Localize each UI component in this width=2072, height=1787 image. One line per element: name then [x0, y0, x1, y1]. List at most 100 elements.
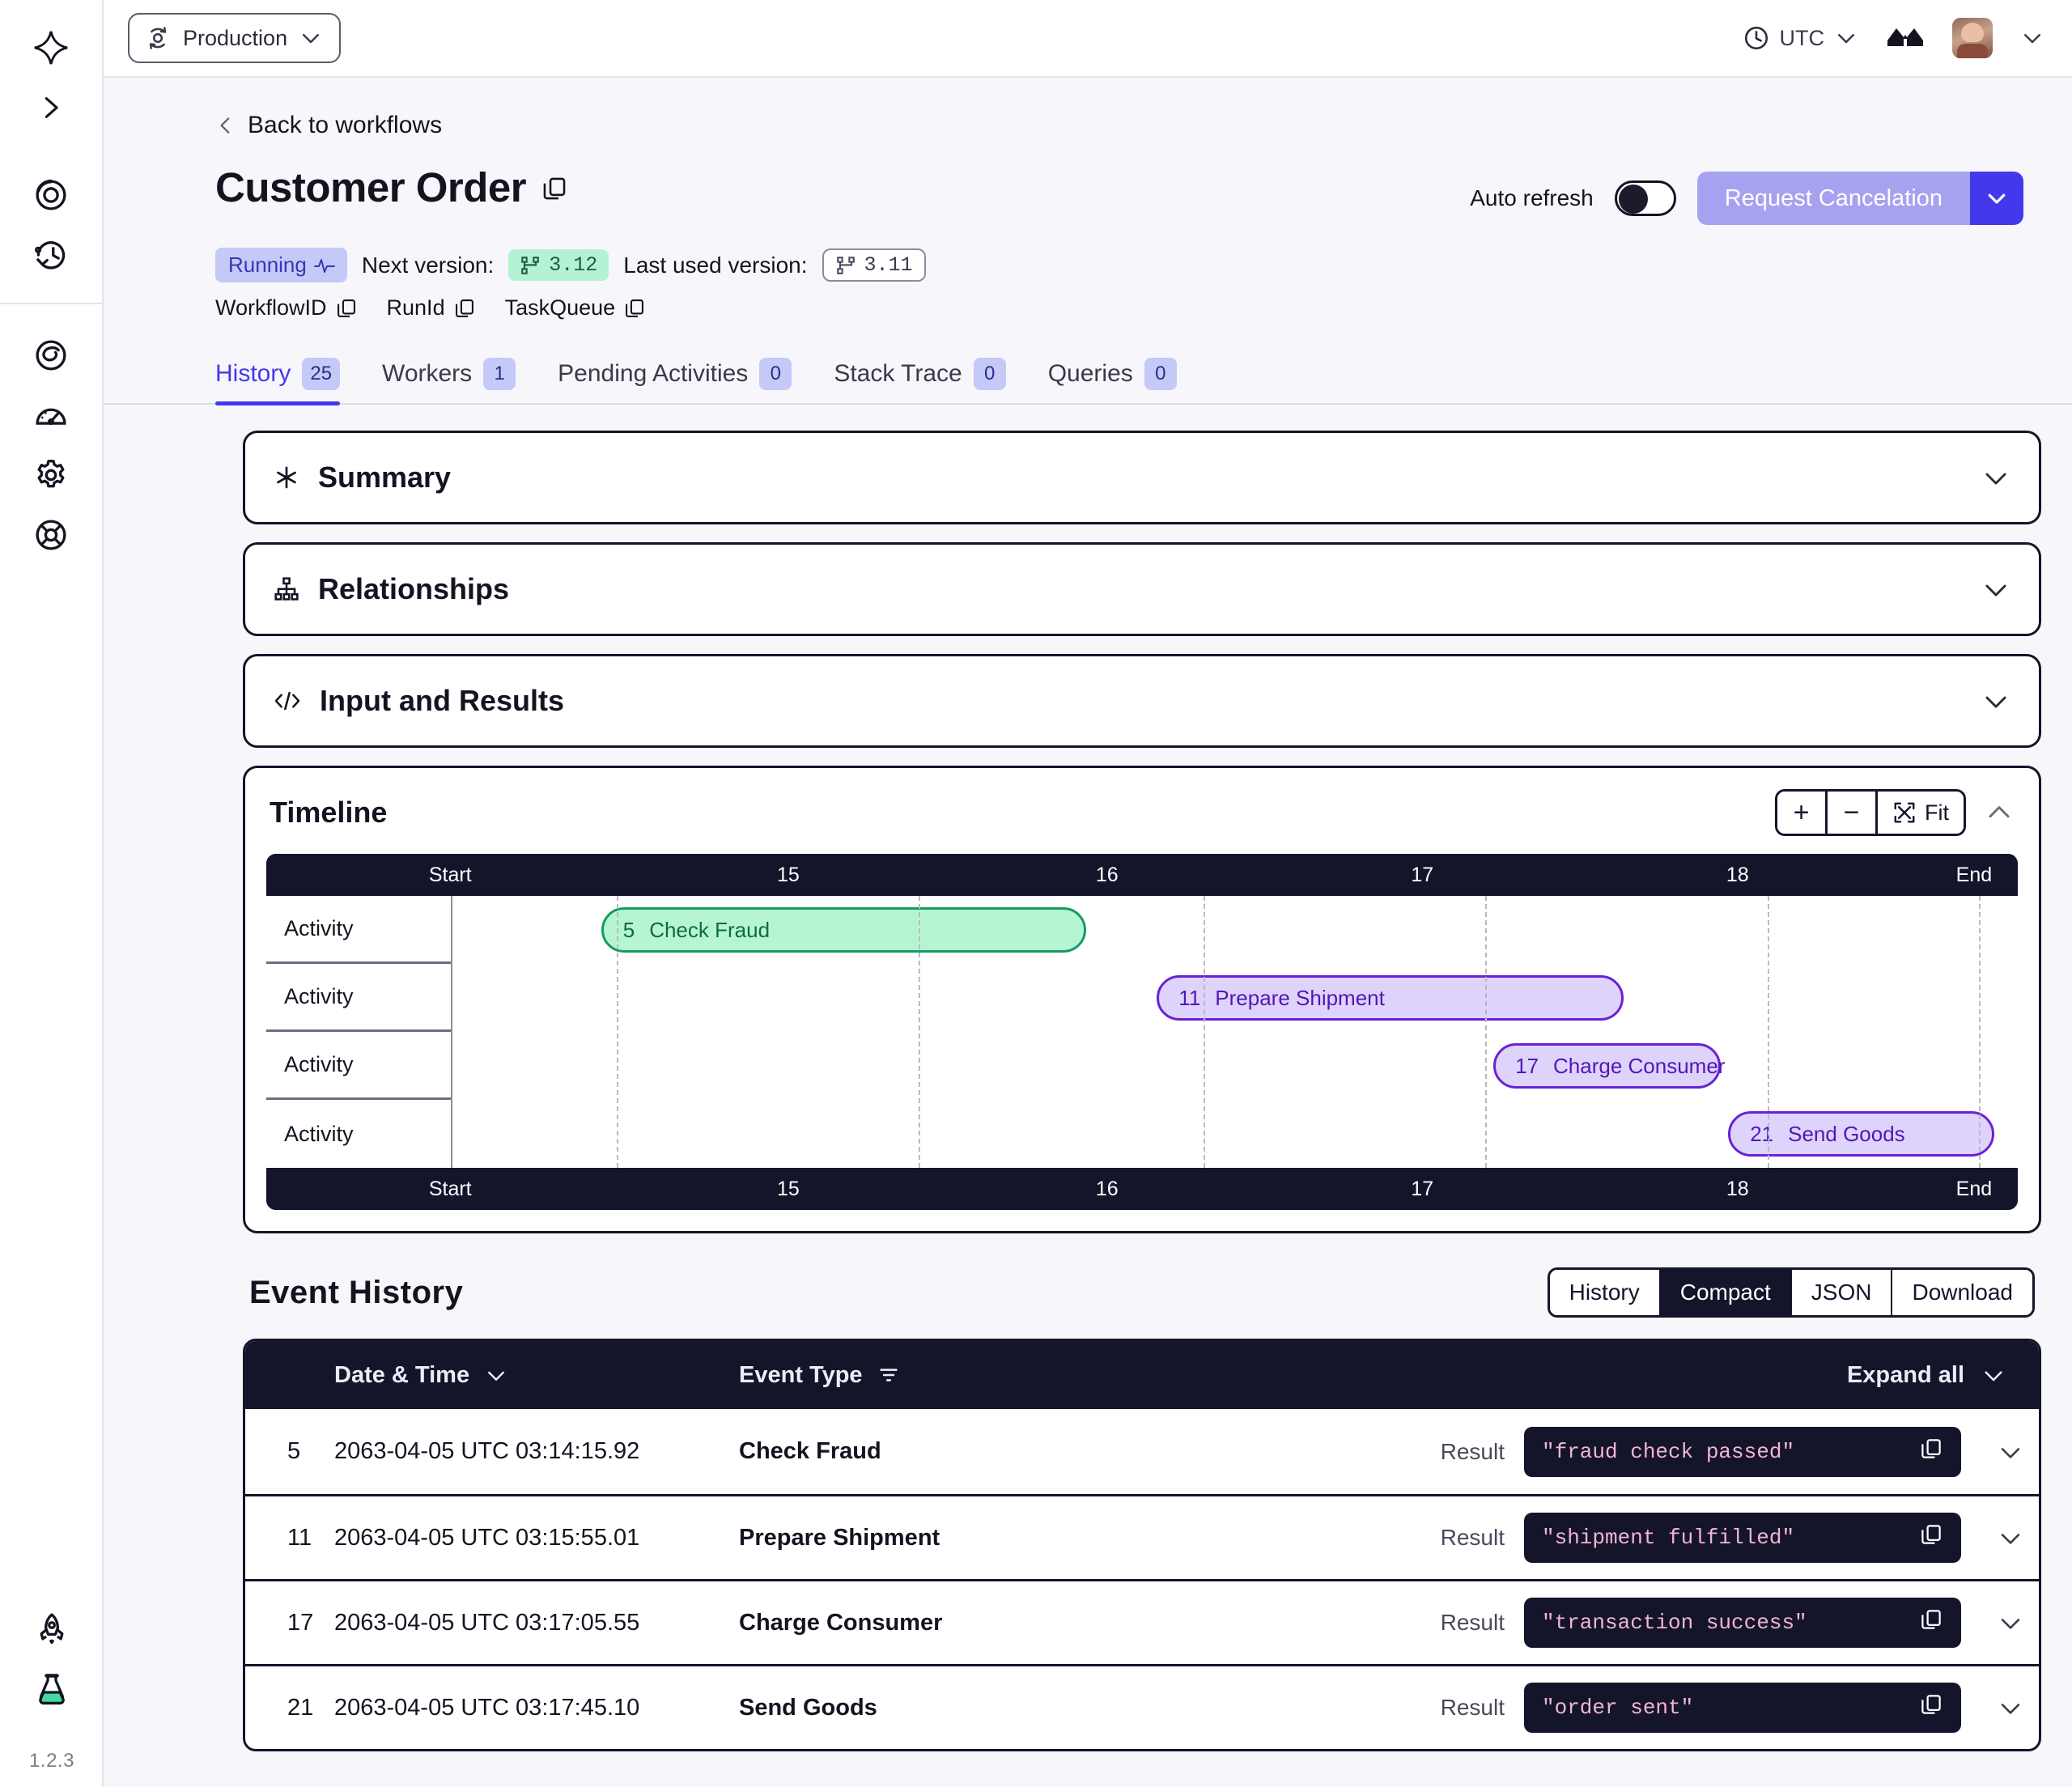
timeline-lane-labels: Activity Activity Activity Activity — [266, 896, 452, 1168]
code-icon — [273, 688, 302, 714]
breadcrumb[interactable]: Back to workflows — [104, 78, 2072, 139]
request-cancelation-dropdown-button[interactable] — [1970, 172, 2023, 225]
status-badge: Running — [215, 248, 347, 282]
expand-all-label: Expand all — [1846, 1361, 1964, 1388]
zoom-in-button[interactable]: + — [1777, 792, 1828, 834]
timeline-zoom-group: + − Fit — [1775, 789, 1966, 836]
panel-input-and-results-title: Input and Results — [273, 684, 564, 718]
branch-icon — [520, 255, 541, 276]
timeline-gridline — [1204, 896, 1206, 1168]
sidebar-item-support[interactable] — [21, 505, 81, 565]
top-bar-right: UTC — [1743, 18, 2045, 58]
tab-queries[interactable]: Queries 0 — [1048, 358, 1177, 403]
request-cancelation-button[interactable]: Request Cancelation — [1696, 172, 1970, 225]
copy-icon[interactable] — [1919, 1607, 1943, 1638]
timeline-bar-id: 17 — [1515, 1053, 1539, 1078]
table-row[interactable]: 21 2063-04-05 UTC 03:17:45.10 Send Goods Re… — [245, 1664, 2039, 1749]
chevron-right-icon[interactable] — [21, 78, 81, 138]
chevron-down-icon[interactable] — [2020, 26, 2044, 50]
workflow-ids-row: WorkflowID RunId T — [104, 282, 2072, 320]
sidebar-item-whats-new[interactable] — [22, 1599, 82, 1659]
tab-pending-activities[interactable]: Pending Activities 0 — [558, 358, 792, 403]
chevron-down-icon[interactable] — [1982, 1694, 2039, 1721]
panel-summary[interactable]: Summary — [243, 431, 2041, 524]
copy-icon[interactable] — [541, 175, 568, 202]
tab-workers[interactable]: Workers 1 — [382, 358, 516, 403]
sidebar-item-recent-workflows[interactable] — [21, 165, 81, 225]
panel-input-and-results[interactable]: Input and Results — [243, 654, 2041, 748]
timeline-grid: Activity Activity Activity Activity 5 Check … — [266, 896, 2018, 1168]
zoom-fit-button[interactable]: Fit — [1878, 792, 1964, 834]
run-id-copy[interactable]: RunId — [387, 295, 476, 320]
next-version-value: 3.12 — [549, 253, 598, 277]
timezone-selector[interactable]: UTC — [1743, 24, 1859, 52]
copy-icon — [453, 297, 476, 320]
back-to-workflows-label: Back to workflows — [248, 112, 443, 138]
view-mode-json[interactable]: JSON — [1791, 1270, 1893, 1315]
copy-icon[interactable] — [1919, 1692, 1943, 1723]
table-row[interactable]: 17 2063-04-05 UTC 03:17:05.55 Charge Consu… — [245, 1579, 2039, 1664]
chevron-down-icon[interactable] — [1982, 1524, 2039, 1551]
download-button[interactable]: Download — [1892, 1270, 2032, 1315]
table-row[interactable]: 5 2063-04-05 UTC 03:14:15.92 Check Fraud Re… — [245, 1409, 2039, 1494]
glasses-icon[interactable] — [1886, 24, 1925, 52]
column-event-type-header[interactable]: Event Type — [739, 1362, 1847, 1389]
zoom-out-button[interactable]: − — [1828, 792, 1878, 834]
tab-history-label: History — [215, 360, 291, 387]
timeline-bar[interactable]: 11 Prepare Shipment — [1157, 975, 1624, 1021]
last-used-version-pill[interactable]: 3.11 — [822, 248, 926, 282]
chevron-down-icon[interactable] — [1982, 1438, 2039, 1466]
main-column: Production UTC — [104, 0, 2072, 1787]
workflow-id-copy[interactable]: WorkflowID — [215, 295, 358, 320]
chevron-down-icon[interactable] — [1982, 1609, 2039, 1636]
rail-bottom-group: 1.2.3 — [0, 1599, 104, 1787]
timeline-lane-label: Activity — [284, 1121, 354, 1146]
view-mode-history[interactable]: History — [1549, 1270, 1661, 1315]
timeline-lane-label: Activity — [266, 964, 451, 1032]
sidebar-item-settings[interactable] — [21, 445, 81, 505]
chevron-down-icon[interactable] — [1981, 686, 2011, 716]
timeline-bar-label: Check Fraud — [649, 917, 771, 942]
timeline-panel: Timeline + − — [243, 766, 2041, 1233]
timeline-bar[interactable]: 21 Send Goods — [1728, 1111, 1994, 1157]
chevron-down-icon[interactable] — [1981, 462, 2011, 493]
result-label: Result — [1440, 1695, 1505, 1720]
tab-stack-trace[interactable]: Stack Trace 0 — [834, 358, 1006, 403]
sidebar-item-schedules[interactable] — [21, 225, 81, 285]
sidebar-item-labs[interactable] — [22, 1659, 82, 1719]
timeline-title: Timeline — [270, 796, 388, 829]
auto-refresh-toggle[interactable] — [1614, 180, 1676, 216]
namespace-selector[interactable]: Production — [128, 13, 342, 63]
sidebar-item-namespaces[interactable] — [21, 325, 81, 385]
event-result: Result "order sent" — [1441, 1683, 1982, 1733]
avatar[interactable] — [1952, 18, 1993, 58]
axis-tick: 18 — [1726, 864, 1749, 886]
timeline-bar[interactable]: 5 Check Fraud — [601, 907, 1087, 953]
copy-icon[interactable] — [1919, 1437, 1943, 1467]
table-row[interactable]: 11 2063-04-05 UTC 03:15:55.01 Prepare Ship… — [245, 1494, 2039, 1579]
toggle-knob — [1618, 185, 1648, 214]
view-mode-compact[interactable]: Compact — [1660, 1270, 1792, 1315]
temporal-logo-icon[interactable] — [21, 18, 81, 78]
panel-input-and-results-label: Input and Results — [320, 684, 565, 717]
copy-icon[interactable] — [1919, 1522, 1943, 1553]
event-datetime: 2063-04-05 UTC 03:14:15.92 — [334, 1438, 640, 1464]
tab-content: Summary — [104, 405, 2072, 1751]
chevron-down-icon[interactable] — [1981, 574, 2011, 605]
axis-tick: 16 — [1095, 1178, 1119, 1200]
tab-history[interactable]: History 25 — [215, 358, 341, 405]
expand-all-button[interactable]: Expand all — [1847, 1362, 2039, 1389]
result-code-value: "transaction success" — [1542, 1611, 1807, 1635]
tab-pending-activities-count: 0 — [759, 358, 792, 390]
sidebar-item-metrics[interactable] — [21, 385, 81, 445]
event-type: Charge Consumer — [739, 1609, 943, 1636]
task-queue-copy[interactable]: TaskQueue — [505, 295, 647, 320]
timeline-bar[interactable]: 17 Charge Consumer — [1493, 1043, 1725, 1089]
title-row: Customer Order Auto refresh Request Canc… — [104, 139, 2072, 225]
chevron-up-icon[interactable] — [1984, 797, 2015, 828]
column-date-time-header[interactable]: Date & Time — [334, 1362, 739, 1389]
result-code-value: "order sent" — [1542, 1696, 1694, 1720]
tab-workers-count: 1 — [483, 358, 516, 390]
panel-relationships[interactable]: Relationships — [243, 542, 2041, 636]
result-code-chip: "shipment fulfilled" — [1524, 1513, 1961, 1563]
